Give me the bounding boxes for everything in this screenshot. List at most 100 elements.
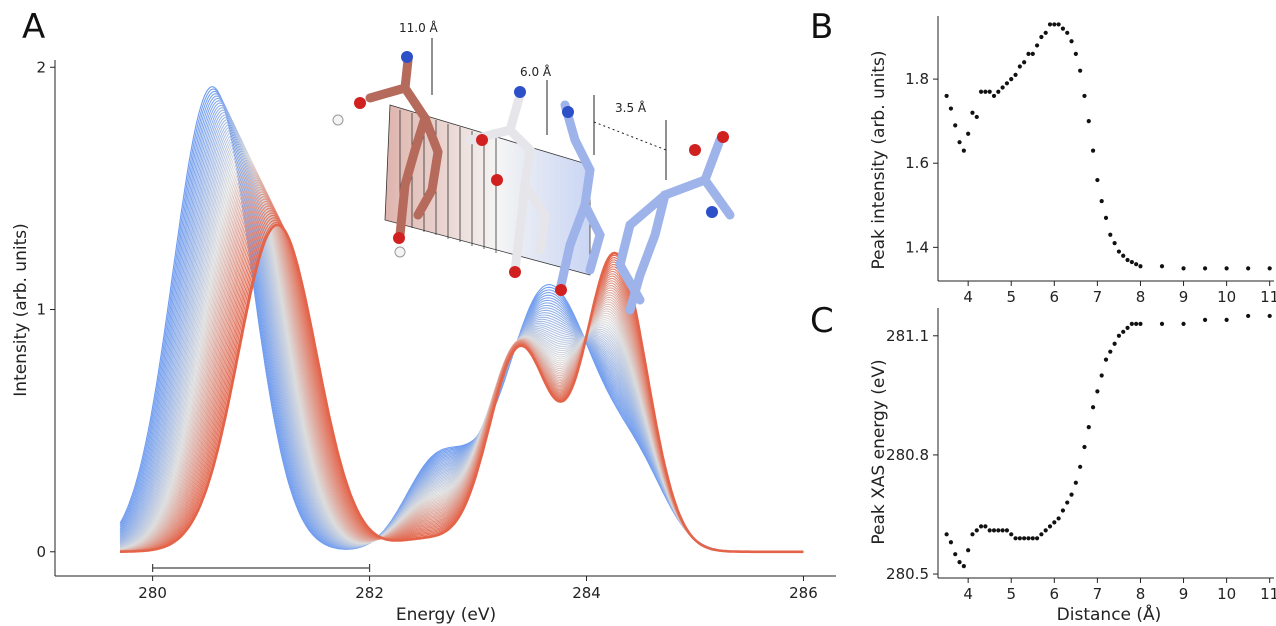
data-point <box>1052 520 1057 525</box>
data-point <box>944 532 949 537</box>
residue-blue <box>555 100 605 295</box>
data-point <box>961 148 966 153</box>
data-point <box>961 563 966 569</box>
distance-label-3-5: 3.5 Å <box>615 100 647 115</box>
x-tick-label: 5 <box>1006 288 1016 306</box>
distance-label-6: 6.0 Å <box>520 64 552 79</box>
data-point <box>1013 72 1018 77</box>
data-point <box>991 93 997 99</box>
y-tick-label: 280.8 <box>886 446 929 464</box>
y-tick-label: 1.8 <box>905 70 929 88</box>
data-point <box>1099 198 1104 204</box>
panel-c-chart: 4 5 6 7 8 9 10 11 280.5 280.8 281.1 Distance (Å) P… <box>869 308 1276 625</box>
data-point <box>948 106 954 111</box>
oxygen-atom <box>393 232 405 244</box>
panel-b-points <box>944 22 1272 271</box>
data-point <box>1060 26 1066 31</box>
hydrogen-atom <box>394 246 406 258</box>
x-tick-label: 9 <box>1179 288 1189 306</box>
data-point <box>948 540 954 545</box>
data-point <box>1116 333 1122 338</box>
data-point <box>1224 266 1229 271</box>
panel-b-ticks: 4 5 6 7 8 9 10 11 1.4 1.6 1.8 <box>905 70 1276 306</box>
data-point <box>1125 325 1130 330</box>
x-tick-label: 5 <box>1006 585 1016 603</box>
data-point <box>1056 22 1061 27</box>
nitrogen-atom <box>514 86 526 98</box>
data-point <box>1099 373 1104 378</box>
oxygen-atom <box>476 134 488 146</box>
x-tick-label: 7 <box>1093 585 1103 603</box>
data-point <box>1017 64 1022 69</box>
nitrogen-atom <box>562 106 574 118</box>
data-point <box>1095 389 1100 394</box>
data-point <box>1022 536 1027 541</box>
data-point <box>1000 85 1005 90</box>
data-point <box>970 532 975 537</box>
x-tick-label: 4 <box>963 288 973 306</box>
x-tick-label: 10 <box>1217 585 1236 603</box>
data-point <box>1056 516 1061 521</box>
data-point <box>1125 257 1130 263</box>
data-point <box>1121 329 1126 334</box>
data-point <box>1073 480 1078 485</box>
data-point <box>1013 536 1018 541</box>
x-tick-label: 4 <box>963 585 973 603</box>
data-point <box>1026 51 1031 56</box>
x-tick-label: 10 <box>1217 288 1236 306</box>
data-point <box>944 93 949 99</box>
panel-a-x-label: Energy (eV) <box>396 605 496 625</box>
data-point <box>966 548 971 553</box>
data-point <box>1112 341 1117 346</box>
data-point <box>1047 524 1053 529</box>
data-point <box>1069 492 1074 497</box>
data-point <box>1108 232 1113 237</box>
data-point <box>1030 536 1035 541</box>
distance-dotted-line <box>593 121 667 151</box>
residue-red <box>365 55 443 240</box>
data-point <box>953 552 958 557</box>
x-tick-label: 7 <box>1093 288 1103 306</box>
x-tick-label: 9 <box>1179 585 1189 603</box>
data-point <box>1009 76 1014 82</box>
data-point <box>1095 177 1100 183</box>
data-point <box>1060 508 1066 513</box>
data-point <box>1108 349 1113 354</box>
panel-a-y-tick-label: 2 <box>36 58 46 76</box>
data-point <box>1078 68 1083 73</box>
data-point <box>1039 34 1044 40</box>
ring-sweep-shape <box>384 104 591 276</box>
data-point <box>978 524 984 529</box>
panel-c-y-label: Peak XAS energy (eV) <box>869 359 889 544</box>
panel-b-chart: 4 5 6 7 8 9 10 11 1.4 1.6 1.8 Peak intensity (arb.… <box>869 16 1276 306</box>
oxygen-atom <box>354 97 366 109</box>
data-point <box>974 528 979 533</box>
data-point <box>1082 444 1087 450</box>
distance-label-11: 11.0 Å <box>399 20 439 35</box>
data-point <box>987 89 992 94</box>
panel-a-x-tick-label: 280 <box>138 584 167 602</box>
data-point <box>1181 321 1186 326</box>
y-tick-label: 1.6 <box>905 154 929 172</box>
data-point <box>996 89 1001 94</box>
data-point <box>1138 264 1143 269</box>
data-point <box>1134 262 1139 267</box>
data-point <box>1030 51 1035 56</box>
panel-c-points <box>944 313 1272 569</box>
data-point <box>1116 249 1122 254</box>
data-point <box>970 110 975 115</box>
data-point <box>1159 264 1165 269</box>
data-point <box>1065 30 1070 35</box>
data-point <box>1026 536 1031 541</box>
spectrum-line <box>120 223 804 554</box>
data-point <box>1004 528 1010 533</box>
data-point <box>1009 532 1014 537</box>
data-point <box>1202 266 1208 271</box>
data-point <box>1065 500 1070 505</box>
oxygen-atom <box>509 266 521 278</box>
panel-b-y-label: Peak intensity (arb. units) <box>869 51 889 270</box>
x-tick-label: 8 <box>1136 288 1146 306</box>
x-tick-label: 8 <box>1136 585 1146 603</box>
data-point <box>1047 22 1053 27</box>
